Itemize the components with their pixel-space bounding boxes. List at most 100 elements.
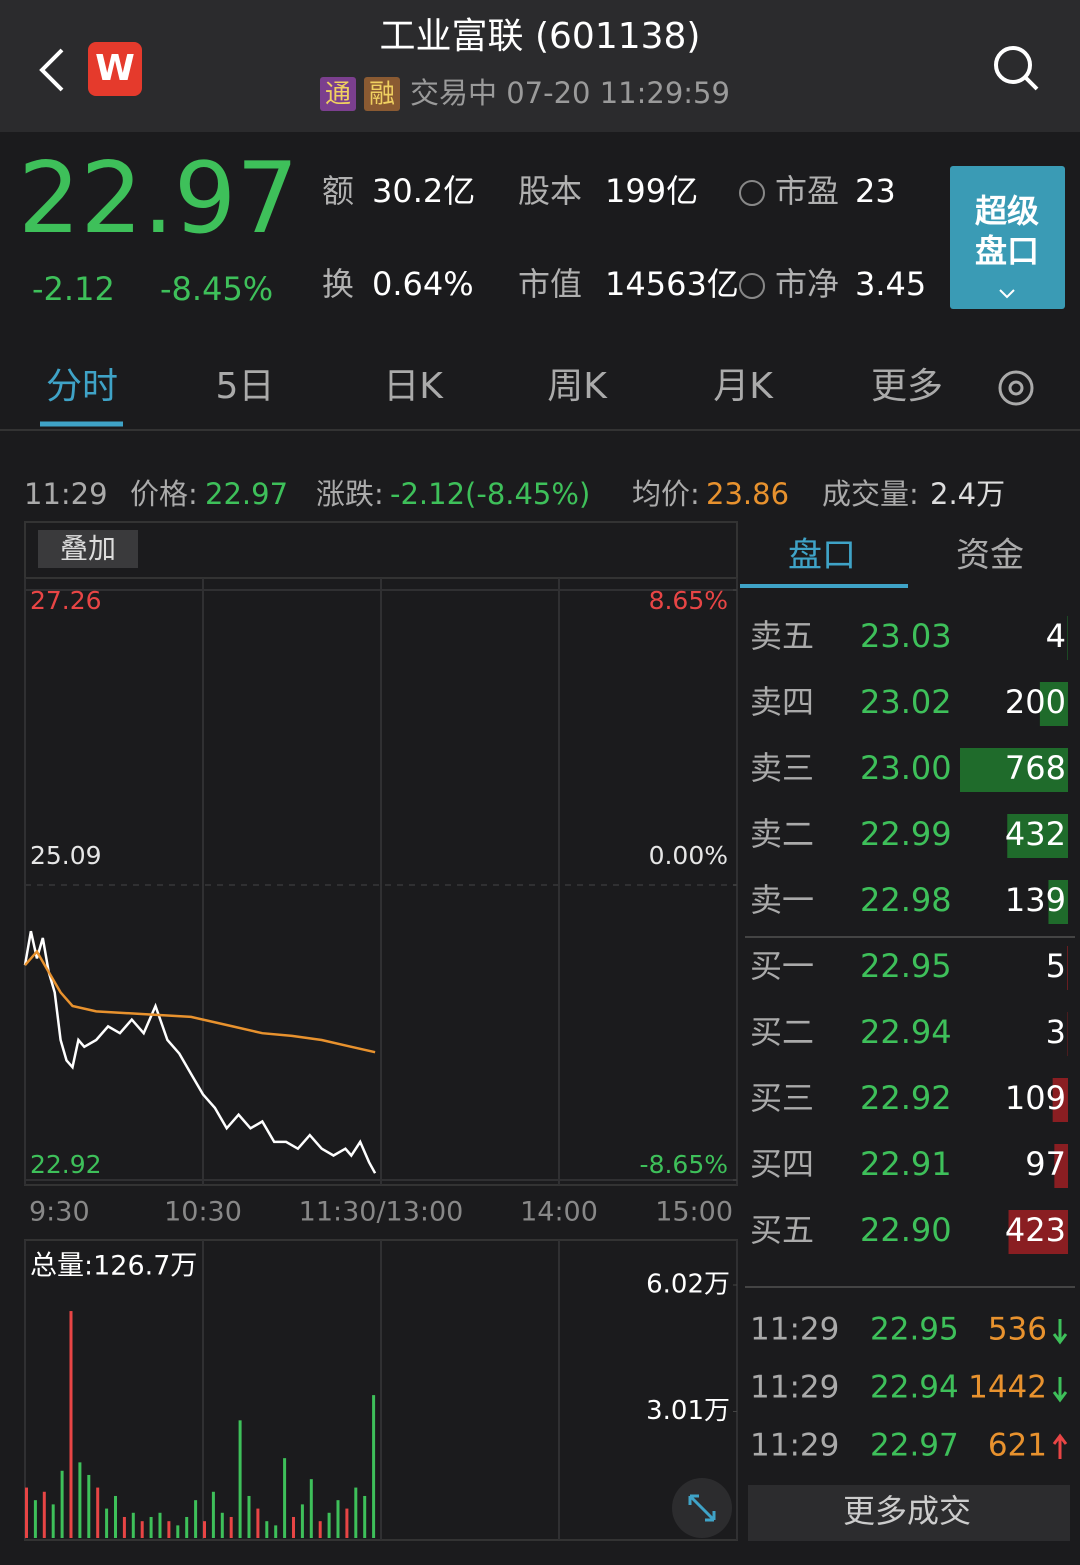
trade-arrow xyxy=(1052,1319,1068,1345)
volume-bar xyxy=(247,1495,251,1538)
metric-value: 30.2亿 xyxy=(372,172,475,210)
more-trades-button[interactable] xyxy=(748,1485,1070,1541)
volume-bar xyxy=(149,1516,153,1538)
y-tick-label: 27.26 xyxy=(30,586,102,615)
y2-tick-label: -8.65% xyxy=(640,1150,728,1179)
volume-bar xyxy=(336,1500,340,1538)
book-price: 23.02 xyxy=(860,683,952,721)
settings-button[interactable] xyxy=(998,370,1034,406)
info-icon xyxy=(739,273,765,299)
book-price: 22.90 xyxy=(860,1211,952,1249)
volume-bar xyxy=(167,1521,171,1538)
trade-arrow xyxy=(1052,1377,1068,1403)
book-size: 432 xyxy=(1005,815,1066,853)
tab[interactable]: 日K xyxy=(383,366,444,407)
trade-price: 22.94 xyxy=(870,1370,959,1406)
depth-bar xyxy=(1048,880,1068,924)
tab[interactable]: 分时 xyxy=(46,366,118,407)
book-label: 卖二 xyxy=(750,815,814,853)
volume-bar xyxy=(345,1508,349,1538)
volume-bar xyxy=(87,1474,91,1538)
super-book-button[interactable] xyxy=(950,166,1065,309)
x-tick-label: 9:30 xyxy=(29,1197,90,1228)
info-label: 成交量: xyxy=(822,477,919,511)
settings-icon xyxy=(1008,380,1024,396)
volume-bar xyxy=(158,1512,162,1538)
metric-label: 股本 xyxy=(518,172,582,210)
depth-bar xyxy=(1052,1078,1068,1122)
book-price: 22.92 xyxy=(860,1079,952,1117)
book-label: 买一 xyxy=(750,947,814,985)
change-pct: -8.45% xyxy=(160,270,273,308)
info-time: 11:29 xyxy=(24,477,108,511)
volume-bar xyxy=(51,1504,55,1538)
metric-value: 23 xyxy=(855,172,896,210)
info-value: -2.12(-8.45%) xyxy=(390,477,590,511)
trade-price: 22.97 xyxy=(870,1428,959,1464)
overlay-text: 叠加 xyxy=(60,532,116,565)
y-tick-label: 22.92 xyxy=(30,1150,102,1179)
volume-bar xyxy=(42,1491,46,1538)
volume-bar xyxy=(105,1508,109,1538)
volume-bar xyxy=(220,1512,224,1538)
volume-bar xyxy=(25,1487,28,1538)
status: 交易中 07-20 11:29:59 xyxy=(410,76,730,110)
price-line xyxy=(24,949,376,1054)
volume-bar xyxy=(300,1504,304,1538)
trade-arrow xyxy=(1052,1433,1068,1459)
trade-size: 621 xyxy=(988,1428,1047,1464)
side-tab[interactable]: 盘口 xyxy=(788,536,856,576)
volume-title: 总量:126.7万 xyxy=(30,1251,197,1282)
book-label: 卖一 xyxy=(750,881,814,919)
volume-bar xyxy=(372,1395,376,1538)
book-price: 22.91 xyxy=(860,1145,952,1183)
side-tab[interactable]: 资金 xyxy=(956,536,1024,576)
volume-bar xyxy=(60,1470,64,1538)
volume-bar xyxy=(185,1516,189,1538)
metric-value: 0.64% xyxy=(372,265,474,303)
overlay-button[interactable] xyxy=(38,530,138,568)
x-tick-label: 14:00 xyxy=(520,1197,598,1228)
price: 22.97 xyxy=(18,142,299,256)
tag-bg xyxy=(364,77,400,111)
volume-bar xyxy=(114,1495,117,1538)
book-price: 22.98 xyxy=(860,881,952,919)
metric-label: 额 xyxy=(322,172,354,210)
metric-value: 14563亿 xyxy=(605,265,739,303)
volume-bar xyxy=(354,1487,358,1538)
metric-label: 市值 xyxy=(518,265,582,303)
tab[interactable]: 周K xyxy=(547,366,608,407)
header-bar xyxy=(0,0,1080,132)
change: -2.12 xyxy=(32,270,115,308)
book-size: 423 xyxy=(1005,1211,1066,1249)
trade-time: 11:29 xyxy=(750,1312,839,1348)
tag: 融 xyxy=(369,80,395,110)
search-handle xyxy=(1023,75,1039,91)
book-size: 97 xyxy=(1025,1145,1066,1183)
info-label: 价格: xyxy=(130,477,198,511)
search-button[interactable] xyxy=(994,46,1032,84)
volume-bar xyxy=(78,1462,82,1538)
logo xyxy=(88,42,142,96)
trade-time: 11:29 xyxy=(750,1428,839,1464)
book-size: 5 xyxy=(1046,947,1066,985)
tab[interactable]: 5日 xyxy=(216,366,275,407)
x-tick-label: 10:30 xyxy=(164,1197,242,1228)
volume-bar xyxy=(69,1311,73,1538)
book-size: 4 xyxy=(1046,617,1066,655)
expand-icon xyxy=(688,1494,716,1522)
back-button[interactable] xyxy=(39,48,64,92)
chevron xyxy=(999,289,1015,299)
button-text: 盘口 xyxy=(975,232,1039,270)
book-size: 200 xyxy=(1005,683,1066,721)
tab[interactable]: 更多 xyxy=(871,366,943,407)
book-size: 109 xyxy=(1005,1079,1066,1117)
tag: 通 xyxy=(325,80,351,110)
trade-price: 22.95 xyxy=(870,1312,959,1348)
volume-bar xyxy=(265,1521,269,1538)
metric-value: 199亿 xyxy=(605,172,698,210)
more-trades-text: 更多成交 xyxy=(843,1492,971,1530)
tab[interactable]: 月K xyxy=(713,366,774,407)
volume-bar xyxy=(238,1420,242,1538)
book-size: 768 xyxy=(1005,749,1066,787)
